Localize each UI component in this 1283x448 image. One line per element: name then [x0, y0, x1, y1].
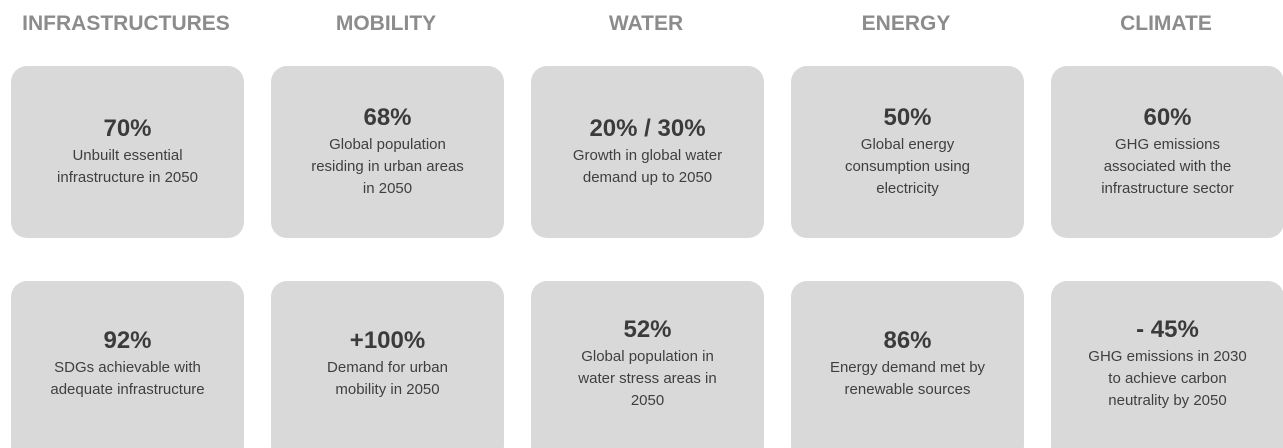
stat-description: demand up to 2050	[582, 169, 713, 186]
stat-card: 70% Unbuilt essential infrastructure in 20…	[11, 66, 244, 238]
stat-description: mobility in 2050	[335, 381, 440, 398]
stat-card: 52% Global population in water stress area…	[531, 281, 764, 448]
stat-card: 20% / 30% Growth in global water demand up…	[531, 66, 764, 238]
stat-description: consumption using	[844, 158, 971, 175]
stat-description: GHG emissions	[1114, 136, 1221, 153]
stat-value: 86%	[883, 327, 932, 354]
stat-description: neutrality by 2050	[1108, 392, 1227, 409]
stat-value: 68%	[363, 104, 412, 131]
stat-description: to achieve carbon	[1108, 370, 1227, 387]
column-title: MOBILITY	[335, 12, 437, 35]
column-title: WATER	[608, 12, 684, 35]
stat-value: - 45%	[1136, 316, 1199, 343]
stat-description: Global energy	[860, 136, 955, 153]
stat-card: 60% GHG emissions associated with the infra…	[1051, 66, 1283, 238]
stat-description: Global population in	[581, 348, 714, 365]
column-title: INFRASTRUCTURES	[22, 12, 230, 35]
stat-description: 2050	[630, 392, 665, 409]
stat-card: 92% SDGs achievable with adequate infrastr…	[11, 281, 244, 448]
stat-description: Growth in global water	[572, 147, 723, 164]
stat-value: 20% / 30%	[589, 115, 706, 142]
stat-card: - 45% GHG emissions in 2030 to achieve car…	[1051, 281, 1283, 448]
stat-value: 52%	[623, 316, 672, 343]
stat-description: infrastructure sector	[1101, 180, 1234, 197]
stat-value: +100%	[349, 327, 426, 354]
stat-card: +100% Demand for urban mobility in 2050	[271, 281, 504, 448]
stat-description: associated with the	[1103, 158, 1232, 175]
stat-description: infrastructure in 2050	[57, 169, 198, 186]
stat-description: Energy demand met by	[829, 359, 986, 376]
stat-card: 86% Energy demand met by renewable sources	[791, 281, 1024, 448]
column-title: ENERGY	[861, 12, 951, 35]
stat-description: renewable sources	[844, 381, 971, 398]
stat-value: 92%	[103, 327, 152, 354]
stat-value: 50%	[883, 104, 932, 131]
stat-description: SDGs achievable with	[54, 359, 201, 376]
stat-value: 70%	[103, 115, 152, 142]
stat-description: Demand for urban	[327, 359, 448, 376]
stat-description: water stress areas in	[578, 370, 717, 387]
stat-description: adequate infrastructure	[50, 381, 205, 398]
stat-description: Unbuilt essential	[72, 147, 183, 164]
stat-description: in 2050	[362, 180, 413, 197]
stat-description: electricity	[876, 180, 939, 197]
stat-value: 60%	[1143, 104, 1192, 131]
stat-description: residing in urban areas	[311, 158, 464, 175]
column-title: CLIMATE	[1120, 12, 1212, 35]
stat-description: GHG emissions in 2030	[1088, 348, 1247, 365]
stat-description: Global population	[329, 136, 446, 153]
stat-card: 68% Global population residing in urban ar…	[271, 66, 504, 238]
stat-card: 50% Global energy consumption using electri…	[791, 66, 1024, 238]
